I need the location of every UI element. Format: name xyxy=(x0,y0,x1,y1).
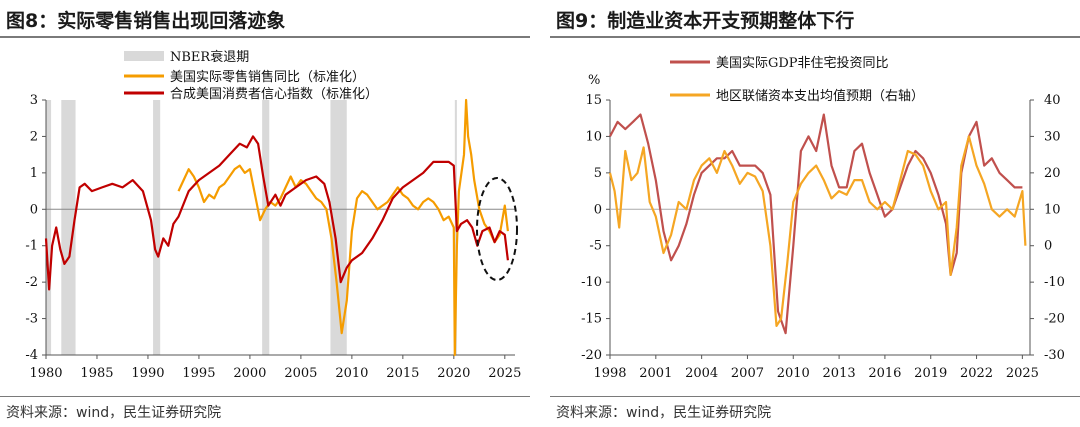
legend-label: 合成美国消费者信心指数（标准化） xyxy=(170,87,378,102)
series-line xyxy=(44,135,509,291)
left-y-tick-label: -20 xyxy=(581,348,602,363)
legend-label: 美国实际零售销售同比（标准化） xyxy=(170,69,365,85)
legend-label: 美国实际GDP非住宅投资同比 xyxy=(716,55,889,71)
legend-label: 地区联储资本支出均值预期（右轴） xyxy=(716,88,924,104)
chart-title: 图9：制造业资本开支预期整体下行 xyxy=(556,10,855,32)
y-tick-label: -3 xyxy=(25,312,38,327)
y-tick-label: 3 xyxy=(30,93,38,108)
right-y-tick-label: 40 xyxy=(1044,93,1061,108)
x-tick-label: 2015 xyxy=(386,366,419,381)
left-y-tick-label: 15 xyxy=(585,93,602,108)
x-tick-label: 2013 xyxy=(823,366,856,381)
chart-panel-left: 图8：实际零售销售出现回落迹象 3 2 1 0 -1 -2 -3 -4 1980 1985 1990… xyxy=(0,0,530,427)
title-rule xyxy=(0,36,530,38)
x-tick-label: 2000 xyxy=(233,366,266,381)
right-y-tick-label: 0 xyxy=(1044,239,1052,254)
source-note: 资料来源：wind，民生证券研究院 xyxy=(556,405,772,421)
left-y-tick-label: 0 xyxy=(594,202,602,217)
y-tick-label: 1 xyxy=(30,166,38,181)
y-tick-label: 0 xyxy=(30,202,38,217)
chart-area: 3 2 1 0 -1 -2 -3 -4 1980 1985 1990 1995 2000 2005 2010… xyxy=(25,49,521,381)
left-y-tick-label: -15 xyxy=(581,312,602,327)
right-y-tick-label: -10 xyxy=(1044,275,1065,290)
chart-area: %151050-5-10-15-20403020100-10-20-301998… xyxy=(581,55,1065,381)
y-tick-label: -2 xyxy=(25,275,38,290)
right-y-tick-label: 10 xyxy=(1044,202,1061,217)
x-tick-label: 1985 xyxy=(80,366,113,381)
left-y-tick-label: 10 xyxy=(585,129,602,144)
y-tick-label: -1 xyxy=(25,239,38,254)
legend-label: NBER衰退期 xyxy=(170,49,249,65)
x-tick-label: 2010 xyxy=(777,366,810,381)
x-tick-label: 1995 xyxy=(182,366,215,381)
x-tick-label: 2001 xyxy=(639,366,672,381)
x-tick-label: 2019 xyxy=(914,366,947,381)
x-tick-label: 2007 xyxy=(731,366,764,381)
x-tick-label: 2005 xyxy=(284,366,317,381)
x-tick-label: 2022 xyxy=(960,366,993,381)
chart-title: 图8：实际零售销售出现回落迹象 xyxy=(6,10,286,32)
y-tick-label: -4 xyxy=(25,348,38,363)
left-y-tick-label: -10 xyxy=(581,275,602,290)
right-y-tick-label: -20 xyxy=(1044,312,1065,327)
legend-swatch xyxy=(124,51,164,61)
x-tick-label: 1990 xyxy=(131,366,164,381)
right-y-tick-label: 20 xyxy=(1044,166,1061,181)
x-tick-label: 2020 xyxy=(437,366,470,381)
title-rule xyxy=(550,36,1080,38)
recession-band xyxy=(46,100,52,355)
x-tick-label: 2010 xyxy=(335,366,368,381)
series-line xyxy=(608,135,1027,327)
x-tick-label: 1980 xyxy=(29,366,62,381)
x-tick-label: 2025 xyxy=(1006,366,1039,381)
source-note: 资料来源：wind，民生证券研究院 xyxy=(6,405,222,421)
left-y-tick-label: 5 xyxy=(594,166,602,181)
right-y-tick-label: 30 xyxy=(1044,129,1061,144)
source-rule xyxy=(550,396,1080,397)
recession-band xyxy=(262,100,270,355)
y-tick-label: 2 xyxy=(30,129,38,144)
series-line xyxy=(177,98,509,357)
x-tick-label: 2025 xyxy=(488,366,521,381)
x-tick-label: 2016 xyxy=(868,366,901,381)
recession-band xyxy=(330,100,347,355)
highlight-ellipse xyxy=(476,177,518,281)
left-y-tick-label: -5 xyxy=(589,239,602,254)
right-y-tick-label: -30 xyxy=(1044,348,1065,363)
series-line xyxy=(609,113,1023,335)
left-axis-unit: % xyxy=(588,73,600,88)
recession-band xyxy=(61,100,76,355)
x-tick-label: 1998 xyxy=(593,366,626,381)
recession-band xyxy=(153,100,161,355)
chart-panel-right: 图9：制造业资本开支预期整体下行 % 15 10 5 0 -5 -10 -15 -20 40 30 2… xyxy=(550,0,1080,427)
x-tick-label: 2004 xyxy=(685,366,718,381)
source-rule xyxy=(0,396,530,397)
